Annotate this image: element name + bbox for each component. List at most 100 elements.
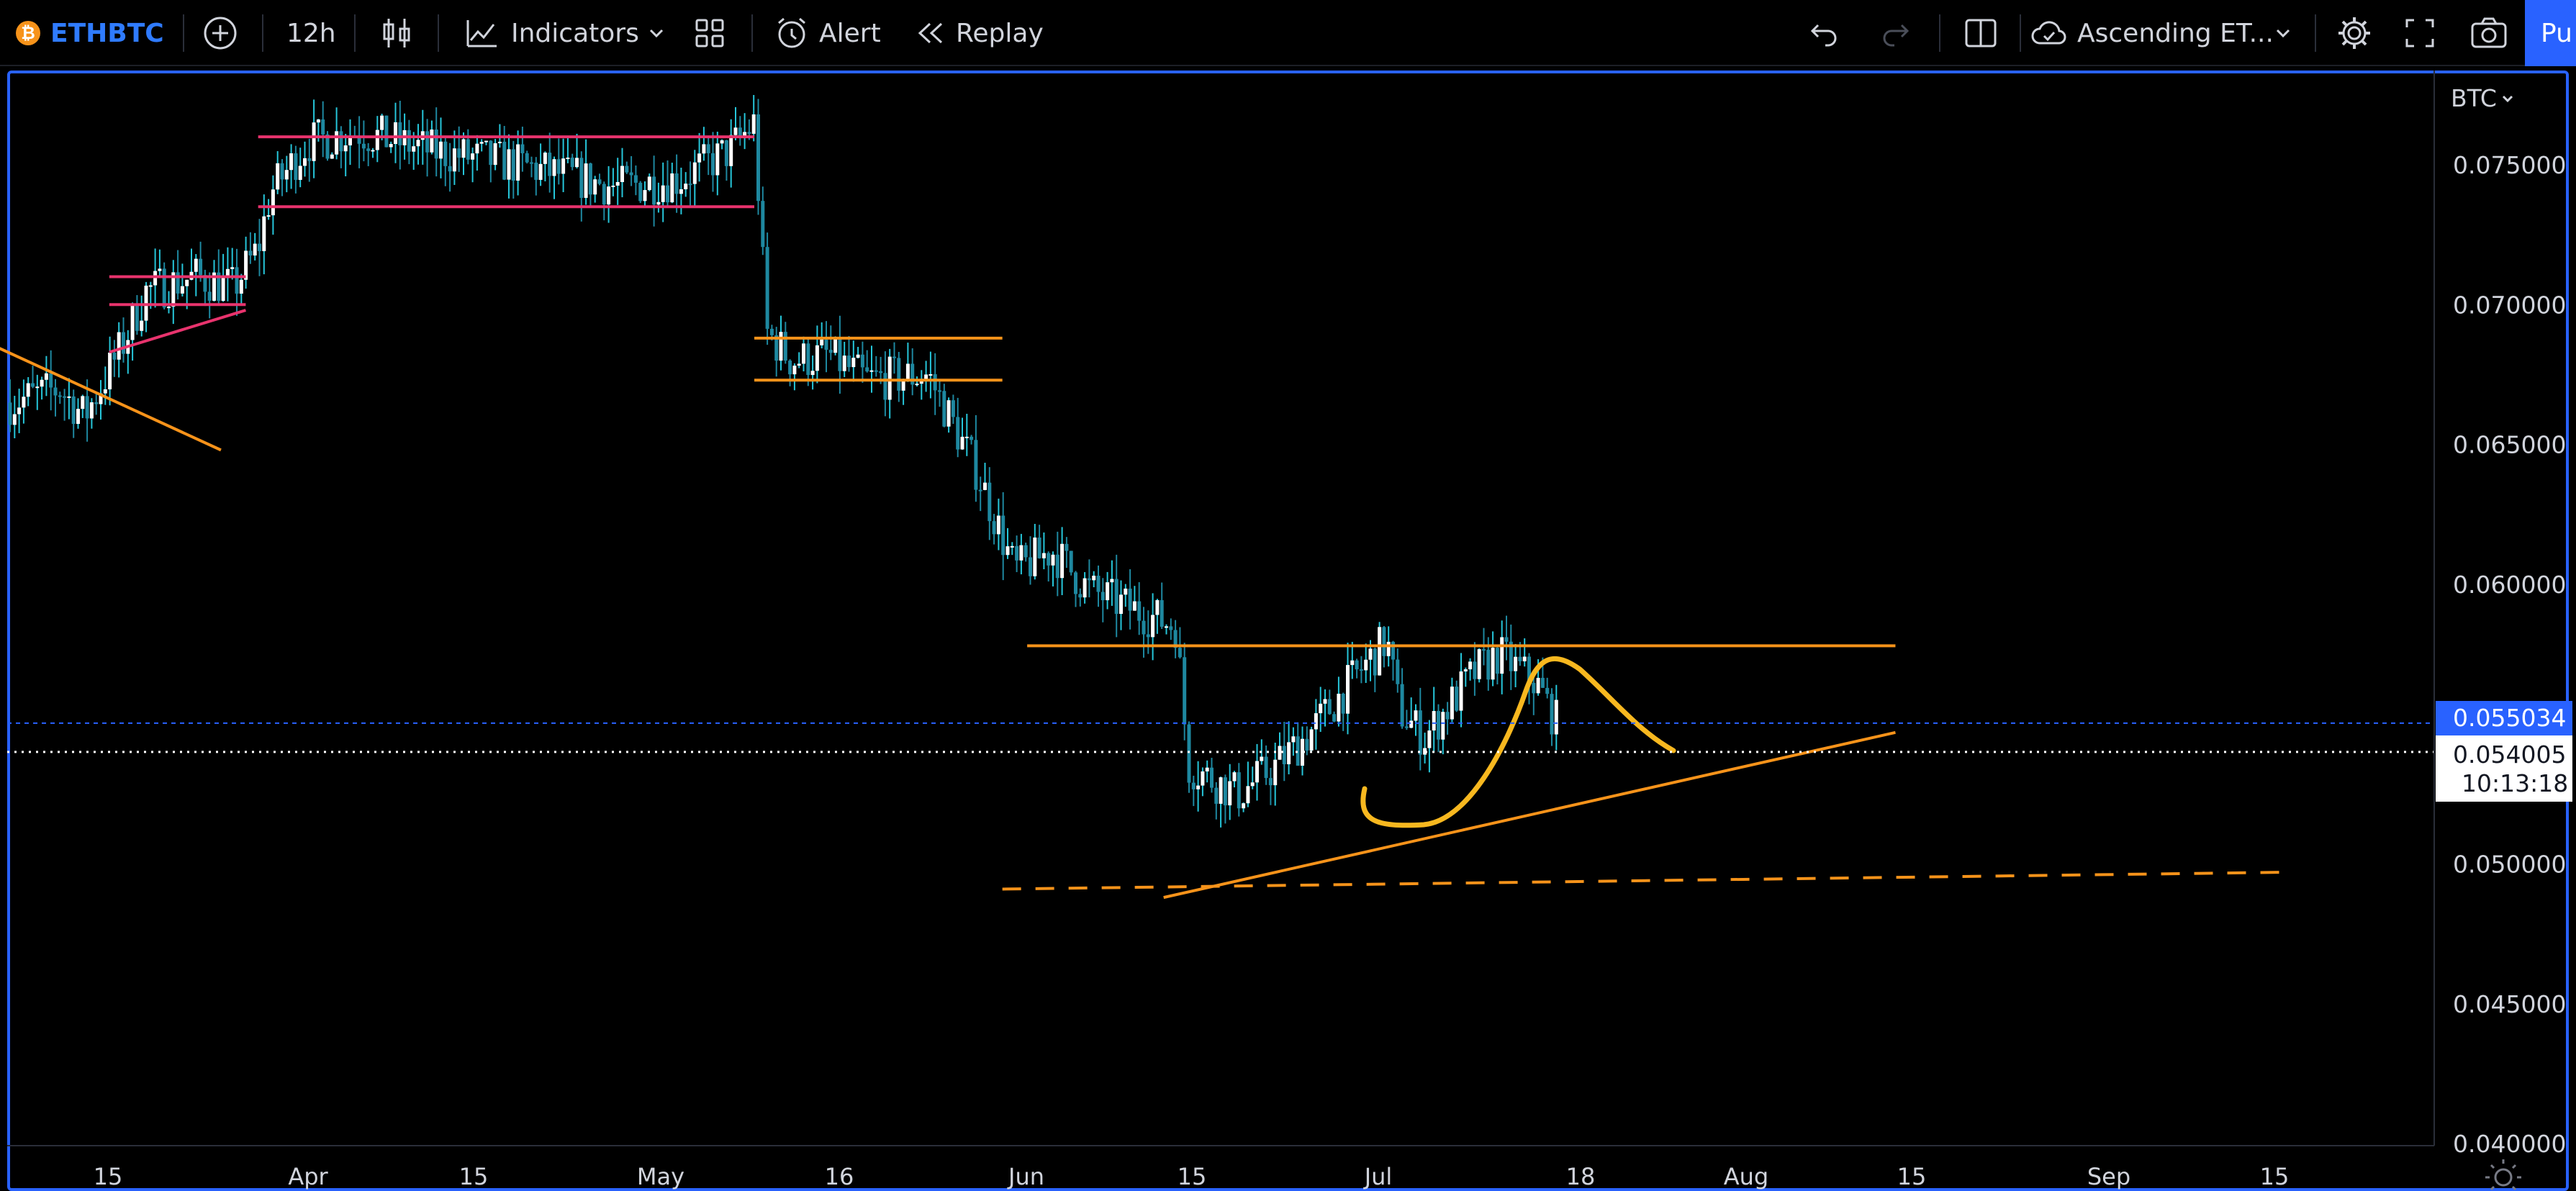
interval-button[interactable]: 12h xyxy=(286,0,336,66)
bitcoin-logo-icon: ₿ xyxy=(16,21,40,45)
settings-button[interactable] xyxy=(2335,0,2374,66)
candle-body xyxy=(407,130,411,152)
candle-body xyxy=(1509,641,1513,671)
candle-body xyxy=(761,201,765,248)
candle-body xyxy=(743,132,747,137)
price-tick-label: 0.040000 xyxy=(2453,1130,2566,1158)
candle-body xyxy=(416,140,420,147)
compare-symbol-button[interactable] xyxy=(202,0,239,66)
layout-select-button[interactable] xyxy=(1962,0,1999,66)
last-price-tag xyxy=(2436,701,2572,735)
symbol-search-button[interactable]: ₿ ETHBTC xyxy=(16,0,164,66)
layout-menu-button[interactable] xyxy=(2273,0,2293,66)
candle-body xyxy=(1536,677,1540,694)
indicators-label: Indicators xyxy=(511,18,639,48)
candle-body xyxy=(1301,738,1304,766)
chart-type-button[interactable] xyxy=(381,0,412,66)
candle-body xyxy=(992,521,996,535)
toolbar-divider xyxy=(354,14,356,52)
candle-body xyxy=(747,132,751,134)
candle-body xyxy=(235,267,239,294)
candle-body xyxy=(692,162,697,184)
undo-button[interactable] xyxy=(1808,0,1841,66)
candle-body xyxy=(153,271,158,286)
alert-button[interactable]: Alert xyxy=(773,0,881,66)
snapshot-button[interactable] xyxy=(2469,0,2509,66)
candle-body xyxy=(94,402,99,404)
candle-body xyxy=(1409,720,1414,728)
time-axis[interactable]: 15 Apr 15 May 16 Jun 15 Jul 18 Aug 15 Sep 15 xyxy=(94,1163,2290,1190)
time-tick-label: 15 xyxy=(1178,1163,1207,1190)
candle-body xyxy=(1169,626,1173,630)
candle-body xyxy=(303,158,307,166)
candle-body xyxy=(180,286,184,294)
candle-body xyxy=(366,148,371,151)
price-axis[interactable]: 0.0750000.0700000.0650000.0600000.055000… xyxy=(2453,151,2566,1158)
candle-body xyxy=(312,122,316,161)
candle-body xyxy=(1074,572,1077,594)
toolbar-divider xyxy=(262,14,263,52)
replay-button[interactable]: Replay xyxy=(914,0,1044,66)
candle-body xyxy=(905,363,910,380)
candle-body xyxy=(815,345,819,371)
candle-body xyxy=(53,387,58,396)
candle-body xyxy=(879,371,883,373)
fullscreen-button[interactable] xyxy=(2403,0,2437,66)
candle-body xyxy=(1237,772,1241,809)
candle-body xyxy=(1404,726,1409,728)
candle-body xyxy=(575,158,579,168)
time-tick-label: 18 xyxy=(1566,1163,1596,1190)
candle-body xyxy=(1391,641,1395,660)
candle-body xyxy=(633,175,638,183)
candle-body xyxy=(162,268,166,308)
candle-body xyxy=(602,184,606,205)
candle-body xyxy=(262,216,266,252)
candle-body xyxy=(552,159,556,176)
candle-body xyxy=(1015,545,1019,561)
candle-body xyxy=(684,184,688,190)
time-tick-label: 15 xyxy=(2260,1163,2290,1190)
add-symbol-icon xyxy=(204,17,237,50)
price-scale-currency-button[interactable]: BTC xyxy=(2451,84,2513,112)
redo-button[interactable] xyxy=(1879,0,1912,66)
saved-layout-button[interactable]: Ascending ET... xyxy=(2028,0,2274,66)
templates-button[interactable] xyxy=(692,0,727,66)
candle-body xyxy=(964,436,969,438)
candle-body xyxy=(239,279,243,294)
candle-body xyxy=(1373,648,1377,676)
candle-body xyxy=(584,163,588,198)
candle-body xyxy=(647,176,651,191)
candle-body xyxy=(1201,771,1205,786)
candle-body xyxy=(1155,599,1160,615)
candle-body xyxy=(475,143,479,154)
candle-body xyxy=(112,353,117,360)
freehand-projection-drawing xyxy=(1360,656,1676,828)
candle-body xyxy=(63,396,67,398)
candle-body xyxy=(548,153,552,176)
alert-label: Alert xyxy=(819,18,881,48)
indicators-button[interactable]: Indicators xyxy=(464,0,639,66)
candle-body xyxy=(1110,579,1114,583)
candle-body xyxy=(1337,693,1341,722)
candle-body xyxy=(847,356,851,368)
axis-settings-button[interactable] xyxy=(2485,1159,2521,1191)
candle-body xyxy=(194,258,198,272)
candle-body xyxy=(294,153,298,180)
candle-body xyxy=(489,140,493,166)
candle-body xyxy=(1210,767,1214,788)
candle-body xyxy=(946,400,951,427)
candle-body xyxy=(325,134,330,159)
candle-body xyxy=(448,166,452,172)
indicators-dropdown-button[interactable] xyxy=(646,0,666,66)
publish-button[interactable]: Pu xyxy=(2525,0,2576,66)
candle-body xyxy=(457,148,461,158)
candle-body xyxy=(26,383,30,397)
candle-body xyxy=(566,158,570,160)
candle-body xyxy=(666,185,669,203)
candle-body xyxy=(1001,515,1005,556)
candle-body xyxy=(1522,656,1527,661)
candle-body xyxy=(280,163,284,180)
candle-body xyxy=(1441,712,1445,740)
candle-body xyxy=(253,243,257,256)
